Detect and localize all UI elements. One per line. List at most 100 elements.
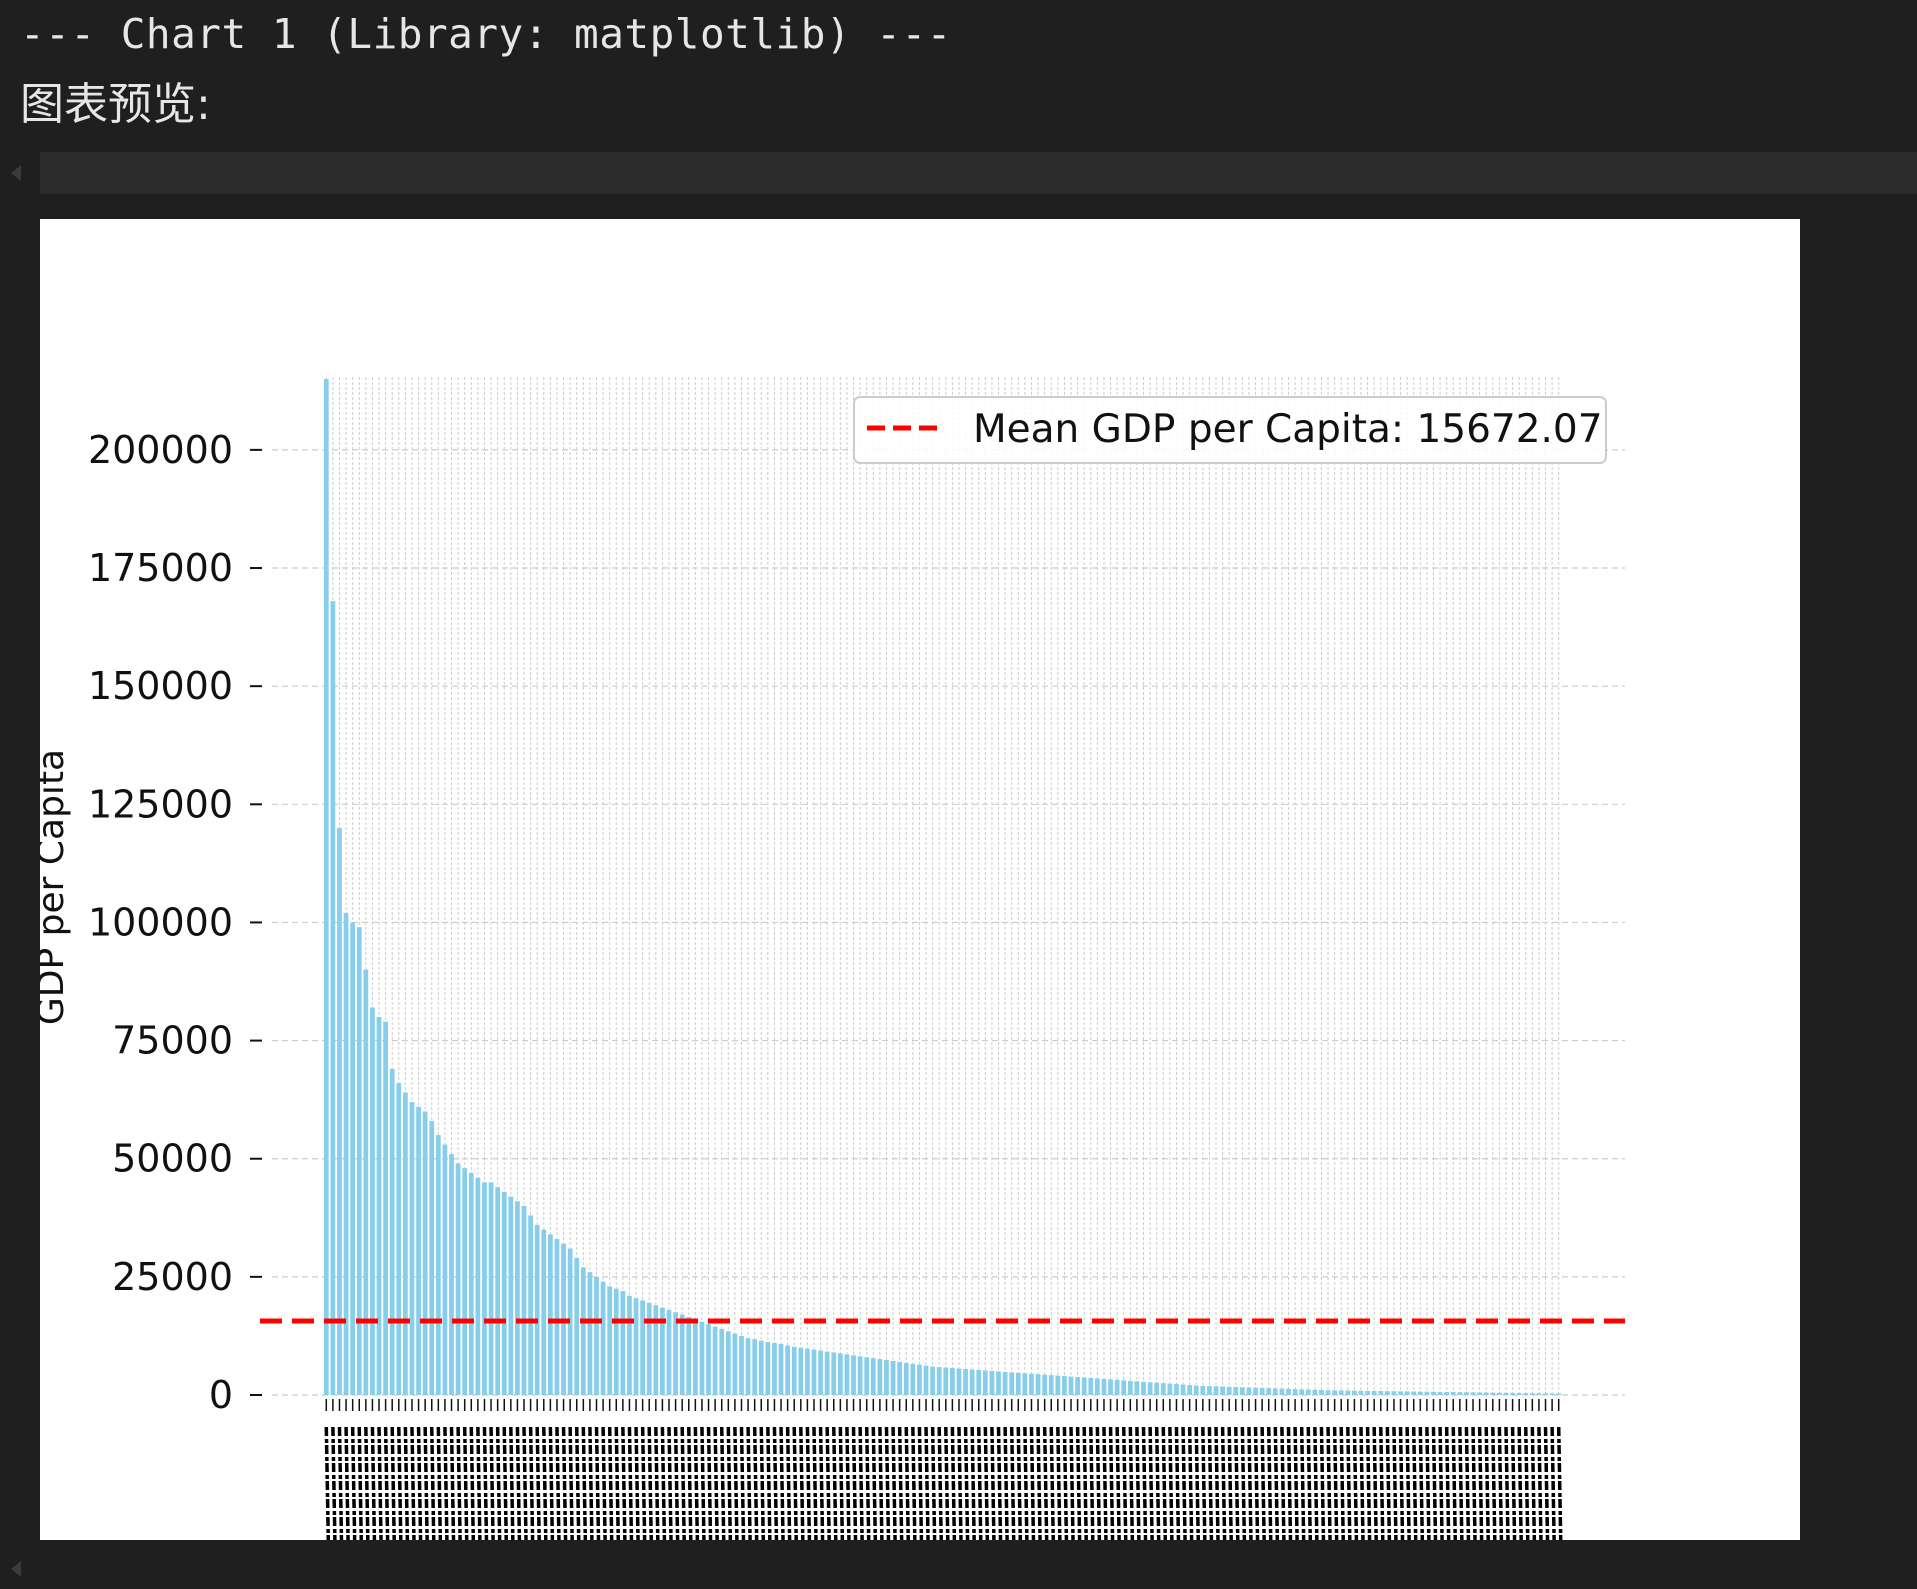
x-tick-label [772, 1426, 779, 1540]
bar [1529, 1393, 1535, 1395]
x-tick-label [1372, 1426, 1378, 1540]
bar [587, 1272, 593, 1395]
bar [1299, 1389, 1305, 1395]
grid-lines [272, 377, 1625, 1396]
bar [692, 1319, 698, 1395]
x-tick-label [990, 1426, 996, 1540]
bar [1226, 1386, 1232, 1395]
bar [1167, 1383, 1173, 1395]
x-tick-label [1352, 1426, 1359, 1540]
bar [515, 1201, 520, 1395]
x-tick-label [1082, 1426, 1088, 1540]
x-tick-label [838, 1426, 845, 1540]
x-tick-label [1009, 1426, 1016, 1540]
bar [1378, 1391, 1384, 1395]
x-tick-label [1458, 1426, 1464, 1540]
bar [666, 1309, 672, 1395]
bar [1035, 1374, 1041, 1395]
bar [811, 1349, 817, 1395]
x-tick-label [957, 1426, 963, 1540]
bar [1108, 1379, 1113, 1395]
bar [1523, 1393, 1529, 1395]
bar [501, 1191, 507, 1395]
bar [482, 1182, 487, 1395]
bar [745, 1338, 751, 1395]
bar [969, 1369, 975, 1395]
x-tick-label [1398, 1426, 1405, 1540]
bar [442, 1144, 448, 1395]
bar [1417, 1391, 1423, 1395]
bar [857, 1356, 863, 1395]
bar [508, 1196, 514, 1395]
x-tick-label [377, 1426, 383, 1540]
x-tick-label [937, 1426, 943, 1540]
y-axis: 0 25000 50000 75000 100000 125000 150000 175000… [88, 428, 262, 1417]
x-tick-label [799, 1426, 805, 1540]
x-tick-label [654, 1426, 660, 1540]
x-tick-label [1062, 1426, 1069, 1540]
x-tick-label [1214, 1426, 1220, 1540]
bar [627, 1295, 632, 1395]
bar [1180, 1384, 1186, 1395]
bar [752, 1339, 758, 1395]
x-tick-label [970, 1426, 976, 1540]
x-tick-label [983, 1426, 990, 1540]
x-tick-label [1411, 1426, 1418, 1540]
bar [1233, 1386, 1239, 1395]
x-tick-label [759, 1426, 766, 1540]
bar [1002, 1371, 1008, 1395]
bar [1075, 1377, 1080, 1395]
bar [956, 1368, 962, 1395]
x-tick-label [607, 1426, 614, 1540]
bar [468, 1172, 474, 1395]
x-tick-label [1484, 1426, 1490, 1540]
x-tick-label [1003, 1426, 1009, 1540]
x-tick-label [779, 1426, 785, 1540]
chart-header-line: --- Chart 1 (Library: matplotlib) --- [20, 10, 952, 58]
bar [1292, 1389, 1298, 1395]
bar [594, 1276, 599, 1395]
x-tick-label [469, 1426, 476, 1540]
scroll-left-arrow-icon[interactable] [11, 165, 21, 181]
x-tick-label [1253, 1426, 1260, 1540]
x-tick-label [1266, 1426, 1273, 1540]
x-tick-label [344, 1426, 350, 1540]
bar [963, 1369, 968, 1395]
bar [706, 1324, 711, 1395]
x-tick-label [1537, 1426, 1543, 1540]
bar [1457, 1392, 1463, 1395]
bar [343, 912, 349, 1395]
bar [1022, 1373, 1028, 1395]
horizontal-scrollbar[interactable] [40, 152, 1917, 194]
x-tick-label [436, 1426, 443, 1540]
x-tick-label [963, 1426, 970, 1540]
x-tick-label [1181, 1426, 1187, 1540]
bar [1286, 1388, 1291, 1395]
bar [1147, 1382, 1153, 1395]
y-tick-label: 75000 [112, 1019, 233, 1063]
scroll-left-arrow-icon[interactable] [11, 1561, 21, 1577]
x-tick-label [1524, 1426, 1530, 1540]
bar [1450, 1392, 1456, 1395]
bar [719, 1328, 725, 1395]
x-tick-label [502, 1426, 508, 1540]
bar [732, 1333, 738, 1395]
bar [534, 1224, 540, 1395]
bar [350, 922, 356, 1395]
x-tick-label [1042, 1426, 1049, 1540]
x-tick-label [1517, 1426, 1523, 1540]
x-tick-label [1075, 1426, 1082, 1540]
bar [679, 1314, 685, 1395]
x-tick-label [1332, 1426, 1339, 1540]
bar [1543, 1393, 1548, 1395]
bar [475, 1177, 481, 1395]
x-tick-label [1108, 1426, 1115, 1540]
x-tick-label [891, 1426, 897, 1540]
bar [435, 1135, 441, 1395]
x-tick-label [594, 1426, 601, 1540]
chart-preview-label: 图表预览: [20, 79, 211, 130]
bar [1095, 1378, 1100, 1395]
x-tick-label [357, 1426, 363, 1540]
x-tick-label [647, 1426, 653, 1540]
bar [1371, 1390, 1377, 1395]
